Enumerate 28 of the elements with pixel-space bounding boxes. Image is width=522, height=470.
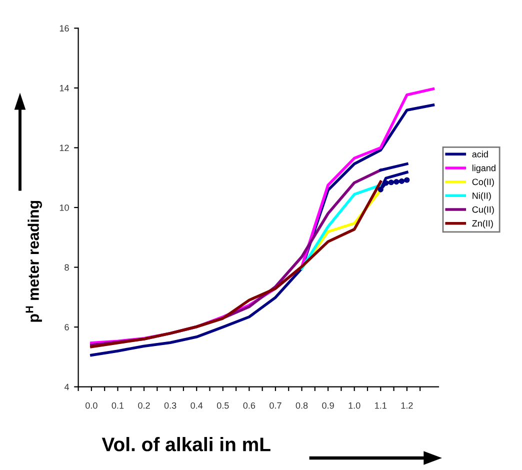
y-tick-label: 12 xyxy=(60,144,69,152)
x-tick-label: 1.1 xyxy=(375,402,386,409)
x-tick-label: 0.1 xyxy=(112,402,124,409)
x-tick-label: 0.2 xyxy=(138,402,150,409)
legend-label: ligand xyxy=(472,164,496,174)
y-tick-label: 14 xyxy=(60,85,70,92)
y-tick-label: 8 xyxy=(64,264,69,271)
x-tick-label: 1.2 xyxy=(401,402,413,409)
y-axis-title: p$^{H}$ meter reading xyxy=(26,200,42,322)
x-tick-label: 0.6 xyxy=(243,402,256,409)
x-tick-label: 0.5 xyxy=(216,402,229,409)
x-tick-label: 1.0 xyxy=(348,402,360,409)
x-tick-label: 0.9 xyxy=(322,402,334,409)
x-tick-label: 0.7 xyxy=(270,402,282,409)
y-tick-label: 16 xyxy=(60,25,69,32)
legend-label: acid xyxy=(472,150,488,158)
x-axis-title: Vol. of alkali in mL xyxy=(102,437,270,452)
legend-label: Ni(II) xyxy=(472,192,491,201)
x-tick-label: 0.4 xyxy=(190,402,203,409)
y-tick-label: 10 xyxy=(60,204,69,211)
y-tick-label: 4 xyxy=(64,384,70,390)
x-tick-label: 0.3 xyxy=(164,402,176,409)
legend-label: Zn(II) xyxy=(472,220,493,228)
legend-label: Cu(II) xyxy=(472,206,494,215)
x-tick-label: 0.0 xyxy=(86,402,98,409)
y-tick-label: 6 xyxy=(64,324,69,330)
legend-label: Co(II) xyxy=(472,178,494,187)
x-tick-label: 0.8 xyxy=(296,402,308,409)
